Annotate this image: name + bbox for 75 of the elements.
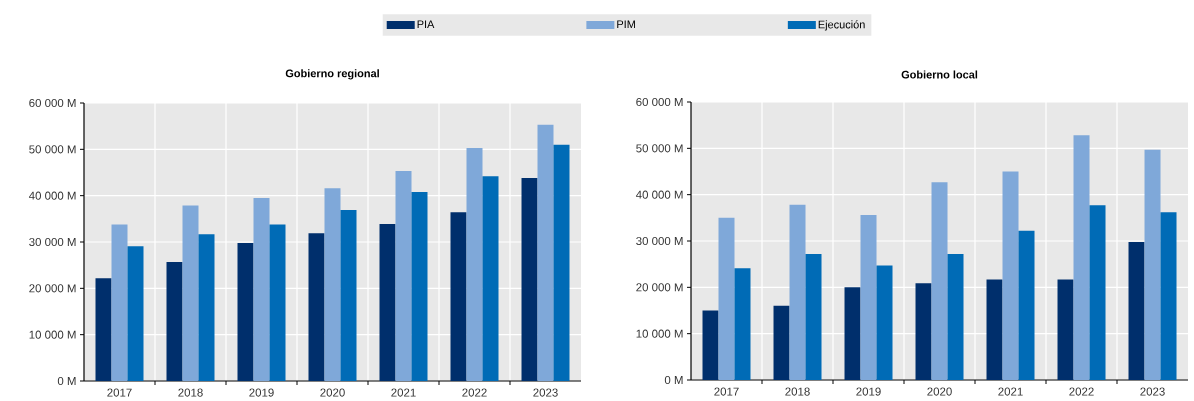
y-tick-label: 20 000 M [29, 284, 76, 293]
bar [253, 197, 270, 381]
bar [1089, 205, 1106, 380]
x-tick-label: 2022 [1069, 387, 1094, 396]
bar [1018, 230, 1035, 380]
bar [1144, 149, 1161, 380]
bar [931, 182, 948, 380]
bar [1002, 171, 1019, 380]
x-tick-label: 2021 [998, 387, 1023, 396]
x-tick-label: 2020 [927, 387, 952, 396]
bar [915, 283, 932, 380]
x-tick-label: 2021 [391, 388, 416, 397]
bar [702, 310, 719, 380]
x-tick-label: 2023 [533, 388, 558, 397]
bar [1160, 212, 1177, 380]
bar [521, 178, 538, 381]
bar [324, 188, 341, 381]
bar [1128, 241, 1145, 380]
bar [537, 124, 554, 381]
bar [127, 246, 144, 381]
bar [482, 176, 499, 381]
y-tick-label: 10 000 M [636, 329, 683, 338]
bar [553, 144, 570, 381]
bar [1073, 135, 1090, 380]
y-tick-label: 10 000 M [29, 330, 76, 339]
y-tick-label: 50 000 M [29, 145, 76, 154]
x-tick-label: 2020 [320, 388, 345, 397]
legend-label: Ejecución [818, 20, 865, 31]
bar [269, 224, 286, 381]
bar [844, 287, 861, 380]
bar [773, 305, 790, 380]
legend-label: PIA [417, 20, 435, 29]
legend-label: PIM [617, 20, 635, 29]
y-tick-label: 60 000 M [29, 98, 76, 108]
x-tick-label: 2019 [856, 387, 881, 396]
bar [860, 215, 877, 380]
x-tick-label: 2018 [178, 388, 203, 397]
y-tick-label: 60 000 M [636, 97, 683, 107]
bar [237, 242, 254, 381]
x-tick-label: 2017 [107, 388, 132, 397]
y-tick-label: 20 000 M [636, 283, 683, 292]
y-tick-label: 0 M [664, 375, 683, 385]
bar [308, 233, 325, 381]
bar [182, 205, 199, 381]
bar [395, 171, 412, 381]
bar [95, 278, 112, 381]
bar [805, 253, 822, 380]
bar [876, 265, 893, 380]
bar [466, 147, 483, 381]
y-tick-label: 50 000 M [636, 144, 683, 153]
y-tick-label: 30 000 M [29, 237, 76, 247]
bar [986, 279, 1003, 380]
bar [111, 224, 128, 381]
x-tick-label: 2022 [462, 388, 487, 397]
bar [166, 261, 183, 381]
chart-title: Gobierno local [901, 70, 978, 79]
bar [198, 234, 215, 381]
y-tick-label: 30 000 M [636, 236, 683, 246]
y-tick-label: 40 000 M [635, 190, 683, 199]
x-tick-label: 2019 [249, 388, 274, 397]
y-tick-label: 40 000 M [28, 191, 76, 200]
bar [411, 191, 428, 381]
x-tick-label: 2018 [785, 387, 810, 396]
bar [1057, 279, 1074, 380]
bar [789, 204, 806, 380]
bar [340, 210, 357, 381]
bar [379, 223, 396, 381]
bar [718, 217, 735, 380]
x-tick-label: 2017 [714, 387, 739, 396]
bar [947, 253, 964, 380]
y-tick-label: 0 M [57, 376, 76, 386]
x-tick-label: 2023 [1140, 387, 1165, 396]
bar [734, 268, 751, 380]
chart-title: Gobierno regional [285, 69, 379, 80]
bar [450, 212, 467, 381]
